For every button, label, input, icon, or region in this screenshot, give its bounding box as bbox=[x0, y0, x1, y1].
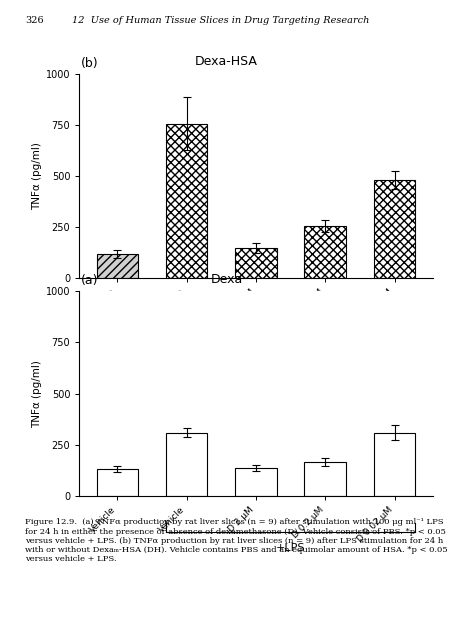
Text: +LPS: +LPS bbox=[276, 326, 305, 335]
Text: (b): (b) bbox=[81, 56, 99, 70]
Bar bbox=[96, 469, 138, 496]
Text: 12  Use of Human Tissue Slices in Drug Targeting Research: 12 Use of Human Tissue Slices in Drug Ta… bbox=[72, 16, 370, 25]
Bar bbox=[166, 124, 207, 278]
Text: Dexa: Dexa bbox=[210, 273, 243, 286]
Bar bbox=[304, 226, 346, 278]
Bar bbox=[304, 462, 346, 496]
Y-axis label: TNFα (pg/ml): TNFα (pg/ml) bbox=[32, 142, 42, 210]
Y-axis label: TNFα (pg/ml): TNFα (pg/ml) bbox=[32, 360, 42, 428]
Bar bbox=[96, 254, 138, 278]
Text: 326: 326 bbox=[25, 16, 43, 25]
Text: Dexa-HSA: Dexa-HSA bbox=[195, 56, 258, 68]
Text: Figure 12.9.  (a) TNFα production by rat liver slices (n = 9) after stimulation : Figure 12.9. (a) TNFα production by rat … bbox=[25, 518, 448, 563]
Bar bbox=[374, 180, 415, 278]
Text: +LPS: +LPS bbox=[276, 543, 305, 553]
Bar bbox=[235, 468, 277, 496]
Bar bbox=[374, 433, 415, 496]
Text: (a): (a) bbox=[81, 274, 99, 287]
Bar bbox=[235, 248, 277, 278]
Bar bbox=[166, 433, 207, 496]
